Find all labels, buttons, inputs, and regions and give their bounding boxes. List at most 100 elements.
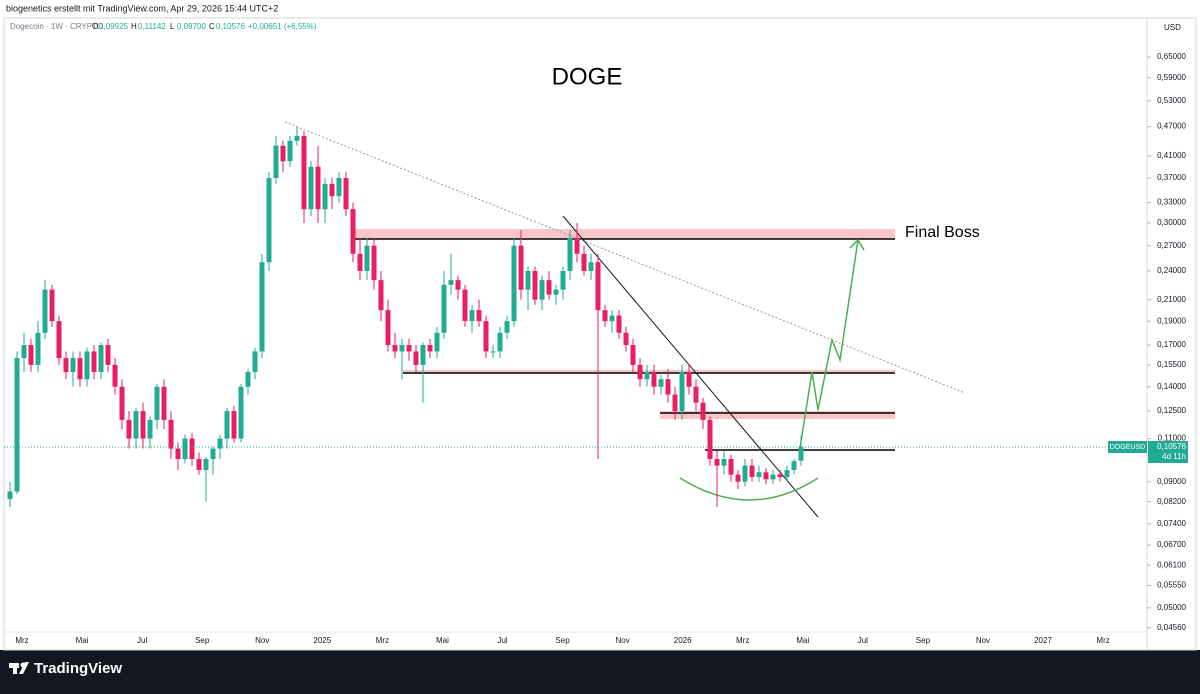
candle-body [546,280,552,295]
x-tick-label: Nov [615,636,629,645]
candle-body [364,245,370,271]
candle-body [742,465,748,482]
candle-body [560,270,566,290]
candle-body [49,289,55,322]
candle-body [679,371,685,412]
candle-body [42,289,48,333]
candle-body [616,315,622,333]
candle-body [504,321,510,333]
candle-body [406,345,412,352]
candle-body [189,438,195,460]
currency[interactable]: USD [1164,23,1181,32]
x-tick-label: Mai [436,636,449,645]
candle-body [630,345,636,365]
candle-body [413,351,419,365]
candle-body [266,177,272,263]
logo-mark [9,663,19,668]
candle-body [203,459,209,471]
candle-body [231,411,237,439]
ohlc-value: 0,09925 [99,22,128,31]
candle-body [763,472,769,480]
y-tick-label: 0,19000 [1157,316,1186,325]
candle-body [735,474,741,482]
y-tick-label: 0,59000 [1157,73,1186,82]
candle-body [665,379,671,395]
candle-body [7,491,13,500]
candle-body [378,280,384,311]
candle-body [84,351,90,380]
candle-body [693,386,699,403]
candle-body [448,280,454,285]
candle-body [728,459,734,475]
candle-body [553,289,559,295]
y-tick-label: 0,06700 [1157,540,1186,549]
x-tick-label: Mai [796,636,809,645]
candle-body [539,280,545,300]
pane [3,17,1197,651]
x-tick-label: 2027 [1034,636,1052,645]
trendline [562,215,819,518]
x-tick-label: Mai [76,636,89,645]
candle-body [651,371,657,387]
y-tick-label: 0,12500 [1157,406,1186,415]
y-tick-label: 0,11000 [1158,434,1187,443]
candle-body [301,135,307,210]
x-tick-label: 2025 [313,636,331,645]
candle-body [420,345,426,365]
ohlc-key: H [131,22,137,31]
candle-body [784,470,790,477]
price-tag [1148,441,1188,464]
x-tick-label: Nov [976,636,990,645]
projection-arrow [799,238,865,449]
candle-body [658,379,664,387]
candle-body [770,474,776,480]
candle-body [385,310,391,346]
y-tick-label: 0,07400 [1157,519,1186,528]
candle-body [637,364,643,380]
y-tick-label: 0,05550 [1157,581,1186,590]
candle-body [777,474,783,477]
y-tick-label: 0,37000 [1157,173,1186,182]
candle-body [161,386,167,420]
candle-body [602,310,608,322]
y-tick-label: 0,08200 [1157,497,1186,506]
candle-body [567,237,573,271]
candle-body [147,419,153,439]
candle-body [399,345,405,352]
candle-body [35,332,41,365]
candle-body [252,351,258,372]
candle-body [308,166,314,210]
candle-body [329,183,335,197]
candle-body [140,411,146,439]
y-tick-label: 0,24000 [1157,266,1186,275]
x-tick-label: Mrz [736,636,749,645]
price-tag-text: 0,10576 [1157,442,1186,451]
resistance-zone [355,229,895,239]
candle-body [287,140,293,162]
ohlc-key: C [209,22,215,31]
candle-body [434,332,440,352]
candle-body [168,419,174,449]
symbol-tag [1108,441,1147,454]
logo-mark [13,668,17,674]
candle-body [700,402,706,420]
logo-mark [19,662,29,674]
candle-body [532,270,538,300]
candle-body [133,411,139,439]
candle-body [581,253,587,271]
candle-body [196,459,202,471]
x-tick-label: Jul [858,636,868,645]
resistance-zone [403,370,895,373]
y-tick-label: 0,04560 [1157,623,1186,632]
candle-body [490,351,496,353]
candle-body [427,345,433,352]
candle-body [336,177,342,197]
candle-body [462,289,468,322]
candle-body [245,371,251,387]
candle-body [672,394,678,412]
ohlc-key: O [92,22,98,31]
candle-body [259,262,265,352]
ohlc-change: +0,00651 (+6,55%) [248,22,317,31]
y-tick-label: 0,05000 [1157,603,1186,612]
